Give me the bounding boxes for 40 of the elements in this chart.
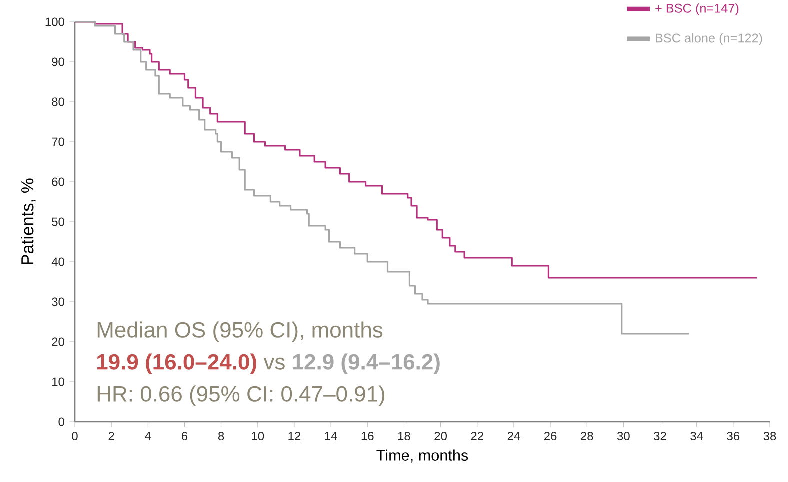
annotation: 12.9 (9.4–16.2) — [293, 354, 440, 374]
y-tick-label: 0 — [58, 418, 64, 426]
y-tick-label: 60 — [52, 178, 64, 186]
x-tick-label: 14 — [325, 432, 338, 440]
x-tick-label: 30 — [617, 432, 630, 441]
x-tick-label: 38 — [764, 432, 776, 441]
y-tick-label: 70 — [52, 138, 64, 146]
x-tick-label: 18 — [398, 432, 410, 441]
x-tick-label: 6 — [182, 432, 188, 441]
annotation: HR: 0.66 (95% CI: 0.47–0.91) — [98, 386, 385, 406]
legend-label: BSC alone (n=122) — [656, 33, 762, 46]
annotation: vs — [264, 358, 285, 370]
y-axis-title: Patients, % — [20, 178, 36, 264]
x-tick-label: 22 — [471, 432, 484, 440]
x-tick-label: 16 — [362, 432, 374, 441]
y-tick-label: 90 — [52, 58, 64, 66]
x-tick-label: 8 — [218, 432, 224, 441]
x-tick-label: 36 — [727, 432, 740, 441]
y-tick-label: 10 — [52, 378, 64, 386]
annotation: Median OS (95% CI), months — [98, 322, 383, 342]
x-tick-label: 2 — [108, 432, 114, 440]
y-tick-label: 30 — [52, 298, 64, 306]
y-tick-label: 80 — [52, 98, 64, 106]
x-tick-label: 34 — [690, 432, 704, 441]
x-tick-label: 10 — [252, 432, 264, 441]
x-tick-label: 0 — [72, 432, 78, 441]
x-tick-label: 28 — [581, 432, 594, 441]
legend-label: + BSC (n=147) — [656, 4, 739, 16]
x-tick-label: 20 — [434, 432, 448, 441]
y-tick-label: 100 — [46, 18, 64, 26]
annotation: 19.9 (16.0–24.0) — [98, 354, 256, 374]
x-tick-label: 4 — [145, 432, 152, 440]
x-tick-label: 12 — [288, 432, 301, 440]
x-axis-title: Time, months — [376, 450, 468, 463]
x-tick-label: 24 — [508, 432, 520, 440]
y-tick-label: 20 — [52, 338, 64, 346]
y-tick-label: 50 — [52, 218, 64, 226]
x-tick-label: 32 — [654, 432, 666, 441]
x-tick-label: 26 — [544, 432, 557, 441]
y-tick-label: 40 — [52, 258, 64, 266]
